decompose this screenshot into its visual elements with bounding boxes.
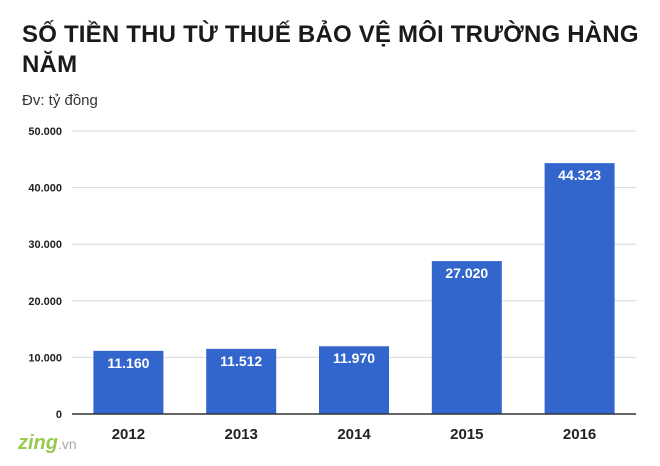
y-tick-label: 50.000 [28,126,62,138]
y-tick-label: 20.000 [28,296,62,308]
x-tick-label: 2013 [225,426,258,443]
bar [206,348,277,414]
data-label: 11.160 [107,355,149,371]
y-tick-label: 30.000 [28,239,62,251]
unit-label: Đv: tỷ đồng [22,92,98,109]
zing-logo-suffix: .vn [58,436,77,452]
bar [93,350,164,414]
bar [544,163,615,414]
data-label: 27.020 [445,265,488,281]
y-tick-label: 0 [56,409,62,421]
data-label: 11.970 [333,350,375,366]
x-tick-label: 2012 [112,426,145,443]
zing-logo: zing.vn [18,432,77,455]
data-label: 11.512 [220,353,262,369]
data-label: 44.323 [558,167,601,183]
zing-logo-brand: zing [18,432,58,454]
x-tick-label: 2016 [563,426,596,443]
x-tick-label: 2015 [450,426,483,443]
x-tick-label: 2014 [337,426,371,443]
y-tick-label: 10.000 [28,352,62,364]
bar [431,261,502,414]
chart-title: SỐ TIỀN THU TỪ THUẾ BẢO VỆ MÔI TRƯỜNG HÀ… [22,21,639,78]
bar [319,346,389,414]
y-tick-label: 40.000 [28,183,62,195]
